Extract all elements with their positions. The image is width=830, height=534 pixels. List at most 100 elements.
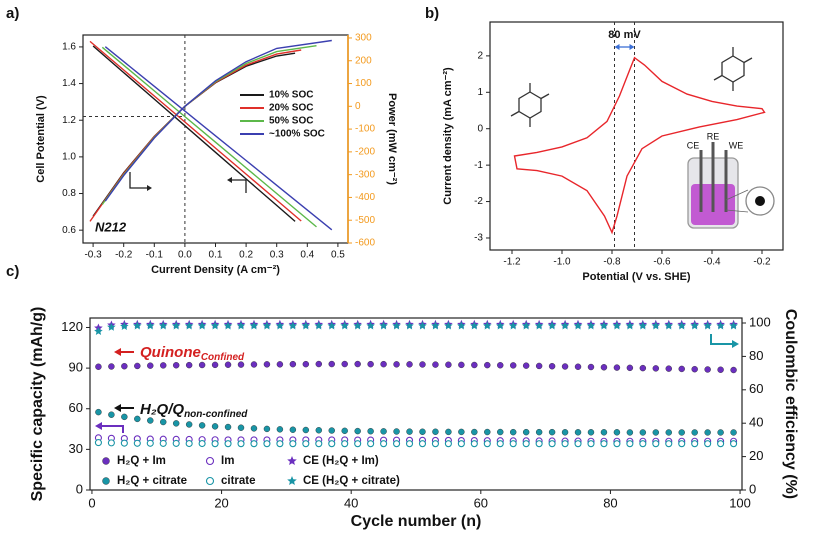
- annotation: N212: [95, 219, 127, 234]
- marker: [147, 362, 154, 369]
- marker: [172, 420, 180, 427]
- open-marker: [678, 440, 686, 448]
- annotation-text: H₂Q/Q: [140, 401, 184, 418]
- zoom-lines: [725, 189, 749, 213]
- star-marker: [262, 321, 272, 330]
- star-marker: [716, 321, 725, 330]
- arrowhead: [227, 177, 232, 183]
- data-line: [101, 46, 317, 228]
- marker: [535, 428, 543, 436]
- star-marker: [560, 321, 570, 330]
- marker: [108, 363, 115, 370]
- star-marker: [534, 321, 544, 330]
- arrow: [100, 425, 124, 433]
- open-marker: [600, 440, 608, 448]
- star-marker: [249, 321, 259, 330]
- marker: [341, 360, 348, 368]
- star-marker: [599, 321, 609, 330]
- annotation: QuinoneConfined: [140, 344, 245, 363]
- marker: [276, 361, 284, 368]
- x-tick-label: -0.3: [84, 250, 102, 261]
- annotation-subscript: Confined: [201, 352, 245, 363]
- marker: [354, 427, 361, 435]
- marker: [302, 426, 310, 434]
- marker: [289, 360, 297, 368]
- open-marker: [626, 440, 634, 448]
- star-marker: [288, 321, 298, 330]
- y-tick-label: 120: [61, 319, 83, 334]
- marker: [250, 361, 258, 368]
- open-marker: [237, 440, 245, 448]
- marker: [613, 364, 621, 371]
- y-tick-label: -2: [474, 196, 483, 207]
- y2-tick-label: 300: [355, 33, 372, 44]
- x-tick-label: 0.0: [178, 250, 192, 261]
- marker: [108, 411, 115, 418]
- open-marker: [704, 440, 712, 448]
- marker: [160, 362, 167, 369]
- star-marker: [146, 321, 155, 330]
- marker: [665, 429, 672, 436]
- star-marker: [287, 456, 297, 465]
- y2-tick-label: 200: [355, 55, 372, 66]
- marker: [445, 361, 452, 368]
- x-tick-label: 40: [344, 495, 358, 510]
- cell-label: WE: [729, 140, 744, 150]
- marker: [263, 361, 271, 368]
- marker: [380, 360, 387, 368]
- marker: [600, 364, 608, 371]
- marker: [652, 429, 660, 436]
- open-marker: [354, 440, 362, 448]
- marker: [406, 428, 413, 435]
- open-marker: [470, 440, 478, 448]
- open-marker: [172, 439, 180, 447]
- y2-tick-label: -100: [355, 124, 375, 135]
- open-marker: [613, 440, 621, 448]
- arrowhead: [95, 422, 102, 430]
- open-marker: [328, 440, 336, 448]
- marker: [522, 428, 530, 436]
- open-marker: [380, 440, 388, 448]
- y-tick-label: 2: [477, 51, 483, 62]
- star-marker: [392, 321, 401, 330]
- marker: [393, 428, 400, 435]
- star-marker: [457, 321, 466, 330]
- y-tick-label: 1.0: [62, 152, 76, 163]
- open-marker: [250, 440, 258, 448]
- open-marker: [444, 440, 452, 448]
- marker: [665, 365, 672, 372]
- marker: [497, 362, 504, 369]
- marker: [289, 426, 297, 433]
- star-marker: [94, 326, 103, 335]
- marker: [134, 362, 141, 370]
- open-marker: [535, 440, 543, 448]
- open-marker: [483, 440, 491, 448]
- star-marker: [133, 321, 142, 330]
- x-tick-label: -0.1: [146, 250, 164, 261]
- arrowhead: [629, 44, 635, 50]
- marker: [730, 366, 737, 374]
- marker: [237, 361, 245, 368]
- y2-tick-label: 0: [749, 481, 756, 496]
- marker: [102, 457, 110, 465]
- star-marker: [508, 321, 518, 330]
- marker: [367, 360, 374, 368]
- marker: [367, 428, 374, 435]
- open-marker: [405, 440, 414, 448]
- legend-label: 50% SOC: [269, 116, 313, 127]
- open-marker: [496, 440, 504, 448]
- y-tick-label: 0: [76, 481, 83, 496]
- marker: [198, 361, 206, 369]
- y-axis-title: Specific capacity (mAh/g): [29, 307, 46, 502]
- star-marker: [586, 321, 596, 330]
- x-axis-title: Current Density (A cm⁻²): [151, 264, 280, 276]
- marker: [302, 360, 310, 368]
- y-tick-label: 0: [477, 123, 483, 134]
- legend-label: 10% SOC: [269, 90, 313, 101]
- star-marker: [314, 321, 324, 330]
- marker: [510, 362, 517, 369]
- star-marker: [184, 321, 194, 330]
- marker: [548, 363, 556, 370]
- layout-decor: [95, 47, 775, 433]
- marker: [639, 429, 647, 436]
